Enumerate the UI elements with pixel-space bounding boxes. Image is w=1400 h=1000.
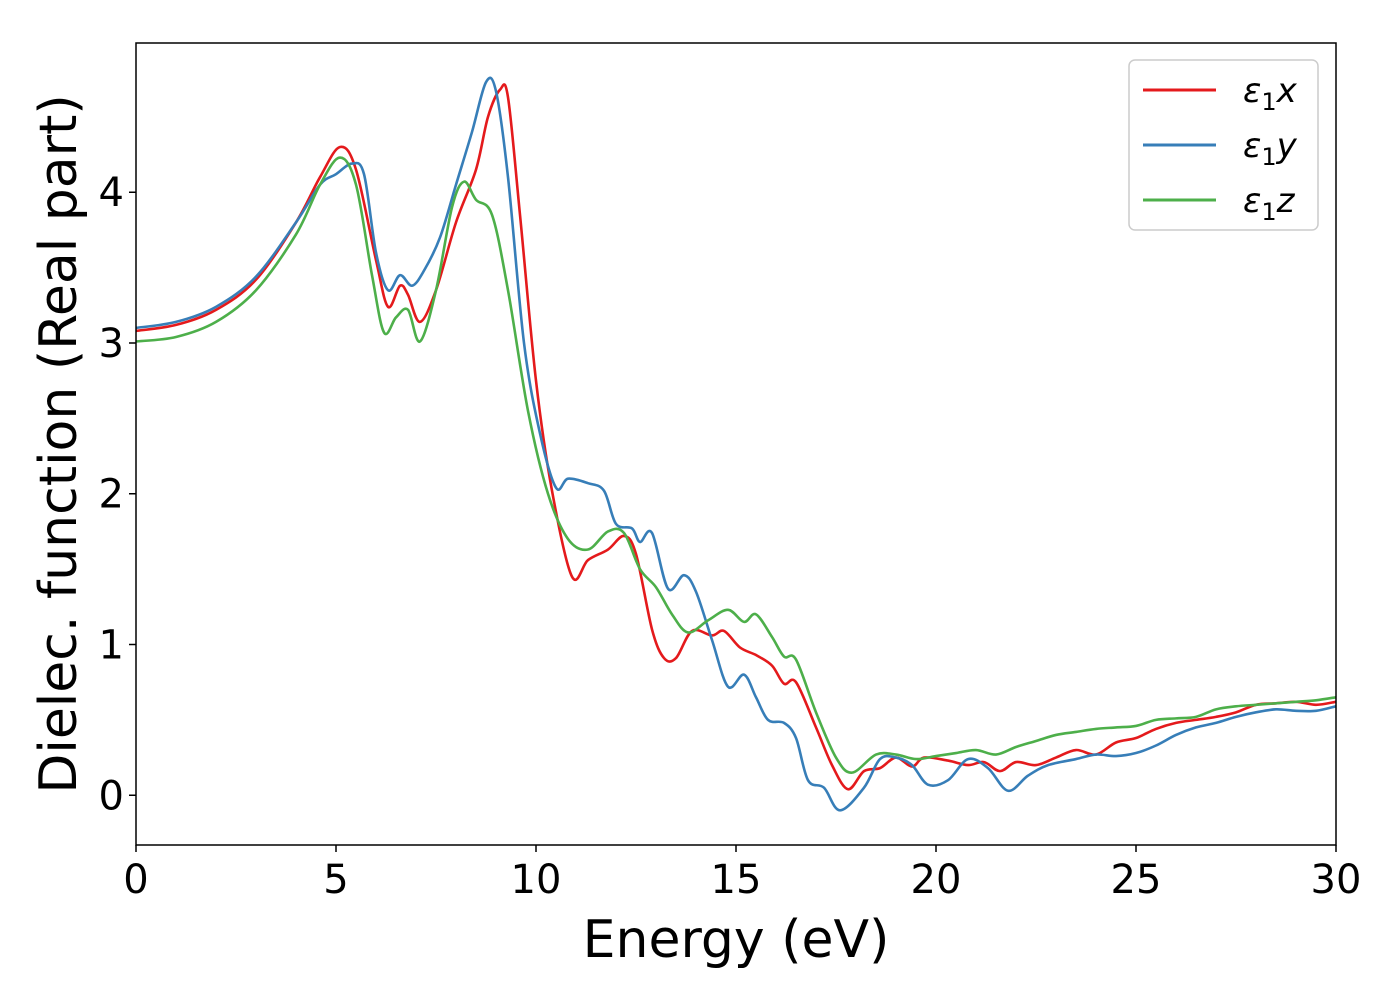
y-tick-label: 0 bbox=[99, 773, 124, 819]
y-axis-title: Dielec. function (Real part) bbox=[29, 94, 89, 793]
x-tick-label: 25 bbox=[1111, 857, 1162, 903]
legend-label-x: ε1x bbox=[1243, 71, 1298, 116]
x-tick-label: 10 bbox=[511, 857, 562, 903]
legend: ε1x ε1y ε1z bbox=[1128, 59, 1319, 231]
series-layer bbox=[136, 76, 1336, 812]
y-tick-label: 3 bbox=[99, 321, 124, 367]
y-axis: 0 1 2 3 4 bbox=[99, 170, 136, 819]
legend-label-y: ε1y bbox=[1243, 126, 1298, 171]
x-axis: 0 5 10 15 20 25 30 bbox=[123, 845, 1361, 903]
x-tick-label: 5 bbox=[323, 857, 348, 903]
y-tick-label: 2 bbox=[99, 472, 124, 518]
series-line-y bbox=[136, 76, 1336, 812]
x-tick-label: 15 bbox=[711, 857, 762, 903]
x-axis-title: Energy (eV) bbox=[583, 910, 890, 970]
legend-box bbox=[1128, 59, 1319, 231]
x-tick-label: 0 bbox=[123, 857, 148, 903]
series-line-x bbox=[136, 83, 1336, 791]
y-tick-label: 4 bbox=[99, 170, 124, 216]
x-tick-label: 20 bbox=[911, 857, 962, 903]
legend-label-z: ε1z bbox=[1243, 181, 1296, 226]
y-tick-label: 1 bbox=[99, 623, 124, 669]
x-tick-label: 30 bbox=[1311, 857, 1362, 903]
series-line-z bbox=[136, 156, 1336, 774]
